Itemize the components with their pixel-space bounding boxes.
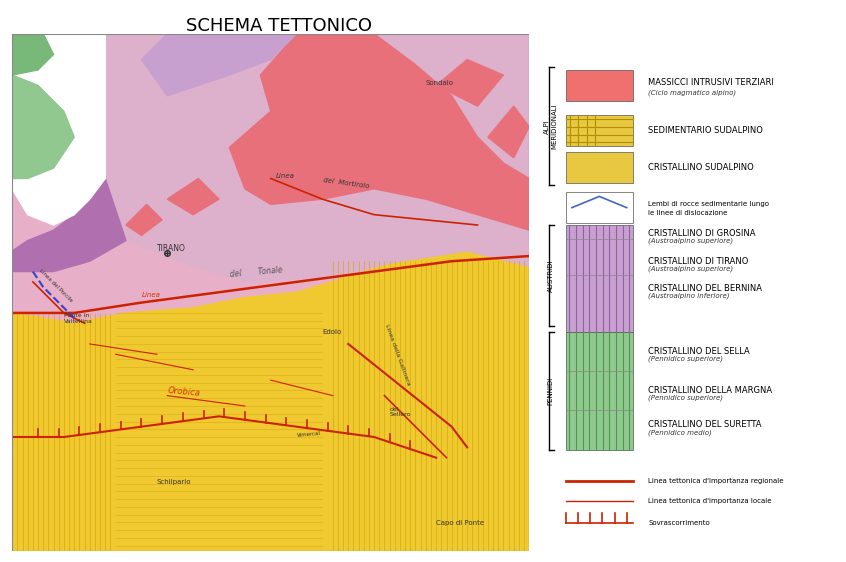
Text: del       Tonale: del Tonale (229, 265, 283, 279)
Polygon shape (12, 34, 105, 225)
Text: (Pennidico superiore): (Pennidico superiore) (648, 395, 723, 401)
Text: CRISTALLINO DEL BERNINA: CRISTALLINO DEL BERNINA (648, 284, 762, 293)
Text: Sovrascorrimento: Sovrascorrimento (648, 520, 710, 525)
Text: (Austroalpino inferiore): (Austroalpino inferiore) (648, 292, 729, 299)
Text: AUSTRIDI: AUSTRIDI (547, 259, 553, 292)
Text: (Austroalpino superiore): (Austroalpino superiore) (648, 237, 733, 244)
Text: del  Mortirolo: del Mortirolo (322, 178, 370, 190)
Text: Sondalo: Sondalo (426, 80, 453, 87)
Text: CRISTALLINO DEL SURETTA: CRISTALLINO DEL SURETTA (648, 420, 761, 429)
Polygon shape (168, 179, 219, 215)
Text: CRISTALLINO DI GROSINA: CRISTALLINO DI GROSINA (648, 229, 755, 238)
Text: del
Sellero: del Sellero (390, 406, 411, 418)
Text: Ponte in
Valtellina: Ponte in Valtellina (64, 314, 93, 324)
Bar (566, 332, 633, 450)
Polygon shape (229, 34, 530, 230)
Text: CRISTALLINO DI TIRANO: CRISTALLINO DI TIRANO (648, 257, 749, 266)
Text: Linea: Linea (276, 174, 294, 179)
Bar (566, 192, 633, 223)
Text: (Pennidico superiore): (Pennidico superiore) (648, 355, 723, 362)
Text: Orobica: Orobica (168, 386, 201, 398)
Text: Lembi di rocce sedimentarie lungo: Lembi di rocce sedimentarie lungo (648, 201, 769, 207)
Text: SCHEMA TETTONICO: SCHEMA TETTONICO (186, 17, 372, 35)
Bar (566, 152, 633, 183)
Text: SEDIMENTARIO SUDALPINO: SEDIMENTARIO SUDALPINO (648, 126, 763, 135)
Text: Edolo: Edolo (322, 329, 342, 334)
Bar (566, 115, 633, 146)
Text: Linea: Linea (141, 292, 161, 298)
Text: le linee di dislocazione: le linee di dislocazione (648, 210, 728, 216)
Text: MASSICCI INTRUSIVI TERZIARI: MASSICCI INTRUSIVI TERZIARI (648, 78, 774, 88)
Text: Linea della Gallinera: Linea della Gallinera (384, 324, 411, 386)
Text: CRISTALLINO DEL SELLA: CRISTALLINO DEL SELLA (648, 347, 750, 356)
Polygon shape (141, 34, 297, 96)
Text: Capo di Ponte: Capo di Ponte (437, 520, 484, 526)
Text: (Pennidico medio): (Pennidico medio) (648, 429, 711, 436)
Polygon shape (437, 60, 503, 106)
Text: (Ciclo magmatico alpino): (Ciclo magmatico alpino) (648, 89, 736, 96)
Polygon shape (12, 75, 74, 179)
Polygon shape (12, 34, 53, 75)
Polygon shape (488, 106, 530, 158)
Text: Linea del Porcile: Linea del Porcile (38, 269, 73, 303)
Bar (566, 225, 633, 332)
Polygon shape (105, 34, 530, 282)
Text: ALPI
MERIDIONALI: ALPI MERIDIONALI (544, 103, 557, 149)
Text: CRISTALLINO SUDALPINO: CRISTALLINO SUDALPINO (648, 162, 754, 172)
Polygon shape (12, 179, 126, 271)
Text: PENNIDI: PENNIDI (547, 377, 553, 405)
Text: Linea tettonica d'importanza regionale: Linea tettonica d'importanza regionale (648, 478, 783, 483)
Text: Linea tettonica d'importanza locale: Linea tettonica d'importanza locale (648, 498, 772, 504)
Text: CRISTALLINO DELLA MARGNA: CRISTALLINO DELLA MARGNA (648, 386, 772, 395)
Polygon shape (126, 205, 162, 235)
Text: Schilpario: Schilpario (157, 479, 191, 484)
Text: (Austroalpino superiore): (Austroalpino superiore) (648, 265, 733, 272)
Text: TIRANO: TIRANO (157, 244, 186, 253)
Polygon shape (12, 251, 530, 551)
Bar (566, 70, 633, 101)
Text: Vimercal: Vimercal (297, 431, 321, 438)
